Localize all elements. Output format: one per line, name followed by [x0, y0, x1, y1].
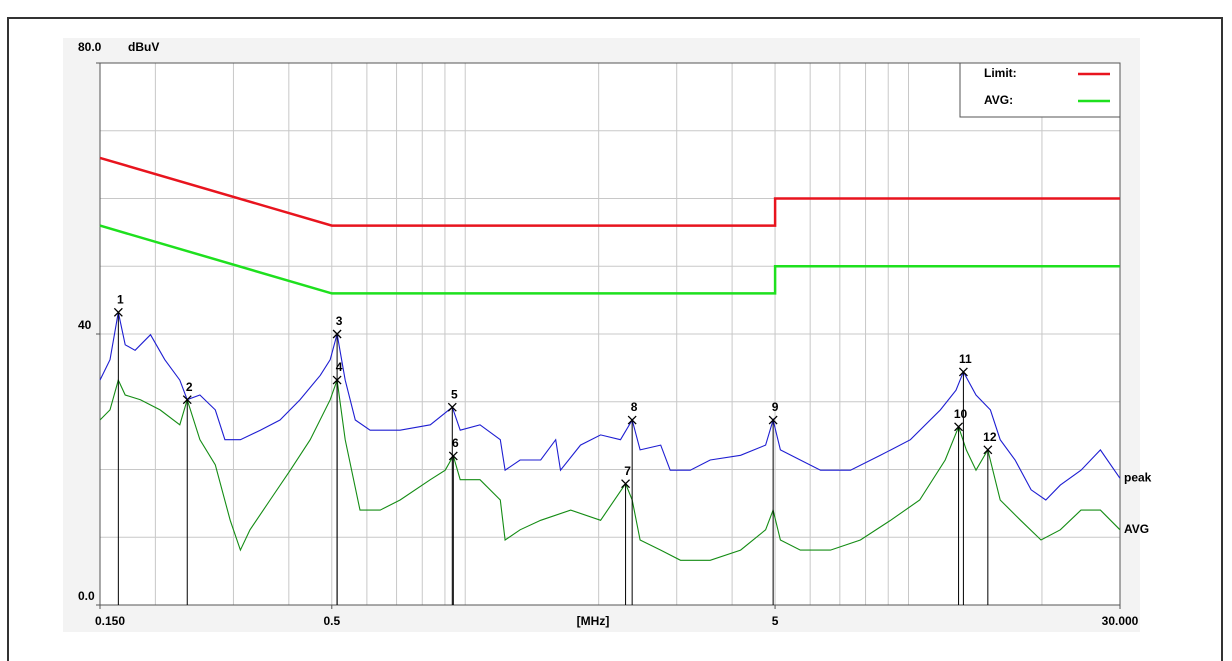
marker [113, 307, 123, 317]
series-line [99, 378, 1121, 561]
marker-label: 9 [772, 400, 779, 414]
marker-label: 3 [336, 314, 343, 328]
marker-label: 12 [983, 430, 997, 444]
marker-label: 7 [624, 464, 631, 478]
marker-label: 11 [959, 352, 972, 366]
marker [983, 445, 993, 455]
x-tick-label: 0.5 [323, 614, 340, 628]
marker [768, 415, 778, 425]
marker-label: 2 [186, 380, 193, 394]
marker [627, 415, 637, 425]
series-line [99, 156, 1120, 227]
marker [621, 479, 631, 489]
x-tick-label: 30.000 [1102, 614, 1139, 628]
y-tick-label: 40 [78, 318, 92, 332]
marker-label: 6 [452, 436, 459, 450]
x-tick-label: 5 [772, 614, 779, 628]
legend-box [959, 62, 1121, 118]
marker [954, 422, 964, 432]
marker-label: 5 [451, 387, 458, 401]
marker-label: 10 [954, 407, 968, 421]
marker [958, 367, 968, 377]
x-tick-label: 0.150 [95, 614, 125, 628]
marker [448, 451, 458, 461]
marker-label: 4 [336, 360, 343, 374]
series-line [99, 224, 1120, 295]
legend-label: AVG: [984, 93, 1013, 107]
legend-label: Limit: [984, 66, 1017, 80]
marker [182, 395, 192, 405]
marker [332, 375, 342, 385]
y-tick-label: 80.0 [78, 40, 102, 54]
marker-label: 8 [631, 400, 638, 414]
marker [332, 329, 342, 339]
series-end-label: AVG [1124, 522, 1149, 536]
series-line [99, 312, 1121, 501]
window-frame [7, 17, 1223, 661]
x-axis-label: [MHz] [577, 614, 610, 628]
marker [447, 402, 457, 412]
y-tick-label: 0.0 [78, 589, 95, 603]
marker-label: 1 [117, 292, 124, 306]
y-unit: dBuV [128, 40, 159, 54]
series-end-label: peak [1124, 470, 1152, 484]
